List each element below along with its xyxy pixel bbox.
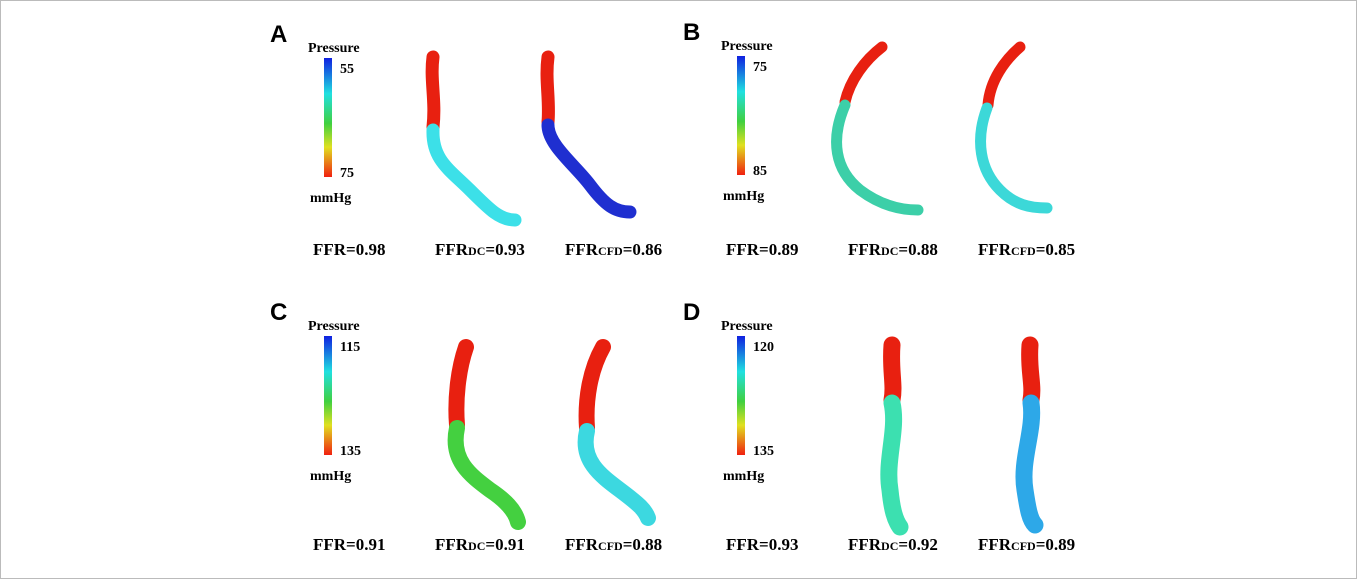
ffr-name: FFR bbox=[435, 240, 469, 259]
vessel-distal bbox=[831, 99, 924, 216]
vessel-proximal bbox=[540, 50, 555, 129]
ffr-value: =0.91 bbox=[485, 535, 524, 554]
ffr-value: =0.88 bbox=[623, 535, 662, 554]
vessel-distal bbox=[541, 118, 637, 219]
ffr-value: =0.89 bbox=[759, 240, 798, 259]
ffr-subscript: DC bbox=[468, 244, 485, 258]
vessel-proximal bbox=[982, 41, 1026, 111]
ffr-name: FFR bbox=[978, 535, 1012, 554]
colorbar-bottom: 75 bbox=[340, 166, 354, 181]
ffr-subscript: CFD bbox=[1011, 539, 1036, 553]
ffr-label: FFRDC=0.92 bbox=[848, 535, 938, 554]
ffr-label: FFR=0.93 bbox=[726, 535, 798, 554]
vessel-proximal bbox=[883, 336, 902, 409]
ffr-label: FFRCFD=0.88 bbox=[565, 535, 662, 554]
vessel-proximal bbox=[578, 339, 611, 436]
ffr-value: =0.93 bbox=[759, 535, 798, 554]
colorbar-unit: mmHg bbox=[723, 189, 764, 204]
panel-label: C bbox=[270, 299, 287, 326]
vessel-distal bbox=[1015, 394, 1044, 534]
vessel-proximal bbox=[839, 41, 888, 108]
vessel-distal bbox=[975, 102, 1053, 214]
ffr-value: =0.89 bbox=[1036, 535, 1075, 554]
colorbar-title: Pressure bbox=[308, 319, 360, 334]
ffr-name: FFR bbox=[848, 535, 882, 554]
ffr-label: FFRCFD=0.85 bbox=[978, 240, 1075, 259]
ffr-subscript: DC bbox=[881, 539, 898, 553]
ffr-value: =0.92 bbox=[898, 535, 937, 554]
ffr-label: FFR=0.91 bbox=[313, 535, 385, 554]
ffr-value: =0.85 bbox=[1036, 240, 1075, 259]
ffr-name: FFR bbox=[978, 240, 1012, 259]
colorbar-top: 75 bbox=[753, 60, 767, 75]
colorbar bbox=[324, 58, 332, 177]
ffr-name: FFR bbox=[848, 240, 882, 259]
colorbar-unit: mmHg bbox=[310, 469, 351, 484]
ffr-name: FFR bbox=[435, 535, 469, 554]
colorbar-bottom: 85 bbox=[753, 164, 767, 179]
ffr-name: FFR bbox=[565, 240, 599, 259]
colorbar-top: 120 bbox=[753, 340, 774, 355]
colorbar-bottom: 135 bbox=[753, 444, 774, 459]
ffr-subscript: CFD bbox=[598, 244, 623, 258]
ffr-name: FFR bbox=[726, 240, 760, 259]
ffr-label: FFRCFD=0.89 bbox=[978, 535, 1075, 554]
ffr-value: =0.98 bbox=[346, 240, 385, 259]
colorbar-title: Pressure bbox=[721, 39, 773, 54]
panel-label: B bbox=[683, 19, 700, 46]
vessel-proximal bbox=[425, 50, 441, 134]
panel-label: D bbox=[683, 299, 700, 326]
ffr-name: FFR bbox=[313, 240, 347, 259]
colorbar-top: 115 bbox=[340, 340, 360, 355]
ffr-subscript: CFD bbox=[1011, 244, 1036, 258]
vessel-proximal bbox=[448, 339, 474, 433]
ffr-label: FFRCFD=0.86 bbox=[565, 240, 662, 259]
ffr-name: FFR bbox=[313, 535, 347, 554]
colorbar-bottom: 135 bbox=[340, 444, 361, 459]
colorbar-top: 55 bbox=[340, 62, 354, 77]
colorbar bbox=[324, 336, 332, 455]
colorbar-unit: mmHg bbox=[310, 191, 351, 206]
ffr-label: FFRDC=0.88 bbox=[848, 240, 938, 259]
ffr-subscript: CFD bbox=[598, 539, 623, 553]
ffr-label: FFR=0.98 bbox=[313, 240, 385, 259]
colorbar bbox=[737, 56, 745, 175]
ffr-subscript: DC bbox=[881, 244, 898, 258]
ffr-name: FFR bbox=[726, 535, 760, 554]
ffr-name: FFR bbox=[565, 535, 599, 554]
vessel-distal bbox=[880, 394, 909, 536]
ffr-label: FFRDC=0.91 bbox=[435, 535, 525, 554]
colorbar-title: Pressure bbox=[721, 319, 773, 334]
colorbar bbox=[737, 336, 745, 455]
vessel-distal bbox=[577, 423, 656, 526]
ffr-value: =0.93 bbox=[485, 240, 524, 259]
vessel-distal bbox=[426, 123, 522, 227]
colorbar-unit: mmHg bbox=[723, 469, 764, 484]
ffr-label: FFR=0.89 bbox=[726, 240, 798, 259]
ffr-value: =0.91 bbox=[346, 535, 385, 554]
ffr-subscript: DC bbox=[468, 539, 485, 553]
ffr-value: =0.86 bbox=[623, 240, 662, 259]
colorbar-title: Pressure bbox=[308, 41, 360, 56]
panel-label: A bbox=[270, 21, 287, 48]
ffr-value: =0.88 bbox=[898, 240, 937, 259]
vessel-proximal bbox=[1021, 336, 1041, 409]
vessel-distal bbox=[447, 420, 526, 530]
ffr-label: FFRDC=0.93 bbox=[435, 240, 525, 259]
